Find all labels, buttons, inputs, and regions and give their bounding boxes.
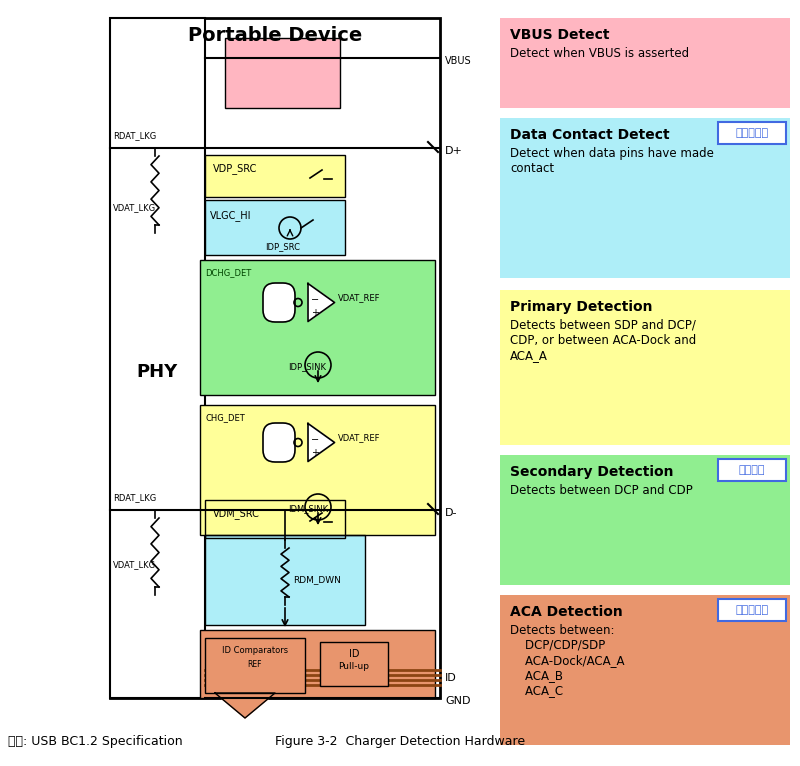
Text: RDAT_LKG: RDAT_LKG: [113, 131, 156, 140]
Bar: [320, 642, 388, 686]
Text: VDAT_REF: VDAT_REF: [338, 293, 380, 302]
Text: D-: D-: [445, 508, 458, 518]
Text: VBUS: VBUS: [445, 56, 472, 66]
FancyBboxPatch shape: [263, 423, 295, 462]
Text: VDAT_LKG: VDAT_LKG: [113, 204, 156, 212]
Text: Data Contact Detect: Data Contact Detect: [510, 128, 670, 142]
Bar: [500, 455, 790, 585]
Bar: [205, 200, 345, 255]
Text: Detects between SDP and DCP/
CDP, or between ACA-Dock and
ACA_A: Detects between SDP and DCP/ CDP, or bet…: [510, 319, 696, 362]
Bar: [718, 459, 786, 481]
Text: VDP_SRC: VDP_SRC: [213, 163, 258, 174]
Text: Primary Detection: Primary Detection: [510, 300, 653, 314]
Text: オプション: オプション: [735, 605, 769, 615]
Bar: [500, 595, 790, 745]
Polygon shape: [215, 693, 275, 718]
Text: RDAT_LKG: RDAT_LKG: [113, 493, 156, 502]
Bar: [110, 18, 440, 698]
Text: PHY: PHY: [137, 362, 178, 381]
Polygon shape: [308, 283, 334, 322]
Text: Detect when VBUS is asserted: Detect when VBUS is asserted: [510, 47, 689, 60]
Bar: [200, 405, 435, 535]
Text: ID Comparators: ID Comparators: [222, 646, 288, 655]
Text: VBUS Detect: VBUS Detect: [510, 28, 610, 42]
Bar: [205, 500, 345, 538]
Bar: [205, 535, 365, 625]
Text: RDM_DWN: RDM_DWN: [293, 575, 341, 584]
FancyBboxPatch shape: [263, 283, 295, 322]
Bar: [205, 638, 305, 693]
Bar: [718, 599, 786, 621]
Bar: [225, 38, 340, 108]
Bar: [110, 18, 205, 698]
Text: CHG_DET: CHG_DET: [205, 413, 245, 422]
Bar: [205, 500, 345, 538]
Text: Detects between DCP and CDP: Detects between DCP and CDP: [510, 484, 693, 497]
Bar: [200, 260, 435, 395]
Bar: [200, 260, 435, 395]
Bar: [500, 18, 790, 108]
Text: Detect when data pins have made
contact: Detect when data pins have made contact: [510, 147, 714, 175]
Text: −: −: [311, 294, 319, 305]
Text: ACA Detection: ACA Detection: [510, 605, 622, 619]
Text: ID: ID: [349, 649, 359, 659]
Text: Figure 3-2  Charger Detection Hardware: Figure 3-2 Charger Detection Hardware: [275, 735, 525, 748]
Text: −: −: [311, 434, 319, 444]
Text: オプション: オプション: [735, 128, 769, 138]
Text: +: +: [311, 307, 319, 317]
Text: Portable Device: Portable Device: [188, 26, 362, 45]
Text: GND: GND: [445, 696, 470, 706]
Text: ID: ID: [445, 673, 457, 683]
Bar: [225, 38, 340, 108]
Bar: [200, 630, 435, 698]
Text: Secondary Detection: Secondary Detection: [510, 465, 674, 479]
Bar: [205, 200, 345, 255]
Text: Pull-up: Pull-up: [338, 662, 370, 671]
Bar: [500, 290, 790, 445]
Text: VDAT_LKG: VDAT_LKG: [113, 561, 156, 569]
Bar: [205, 155, 345, 197]
Text: IDP_SRC: IDP_SRC: [265, 242, 300, 251]
Text: 省略可能: 省略可能: [738, 465, 766, 475]
Text: VDAT_REF: VDAT_REF: [338, 433, 380, 442]
Bar: [500, 118, 790, 278]
Polygon shape: [308, 424, 334, 461]
Text: IDP_SINK: IDP_SINK: [288, 362, 326, 372]
Text: Detects between:
    DCP/CDP/SDP
    ACA-Dock/ACA_A
    ACA_B
    ACA_C: Detects between: DCP/CDP/SDP ACA-Dock/AC…: [510, 624, 625, 697]
Text: REF: REF: [248, 660, 262, 669]
Bar: [205, 155, 345, 197]
Text: D+: D+: [445, 146, 463, 156]
Bar: [200, 405, 435, 535]
Text: 参考: USB BC1.2 Specification: 参考: USB BC1.2 Specification: [8, 735, 182, 748]
Text: VLGC_HI: VLGC_HI: [210, 210, 251, 221]
Bar: [205, 535, 365, 625]
Text: IDM_SINK: IDM_SINK: [288, 505, 328, 513]
Bar: [718, 122, 786, 144]
Text: VDM_SRC: VDM_SRC: [213, 508, 260, 519]
Bar: [200, 630, 435, 698]
Text: DCHG_DET: DCHG_DET: [205, 268, 251, 277]
Text: +: +: [311, 447, 319, 457]
